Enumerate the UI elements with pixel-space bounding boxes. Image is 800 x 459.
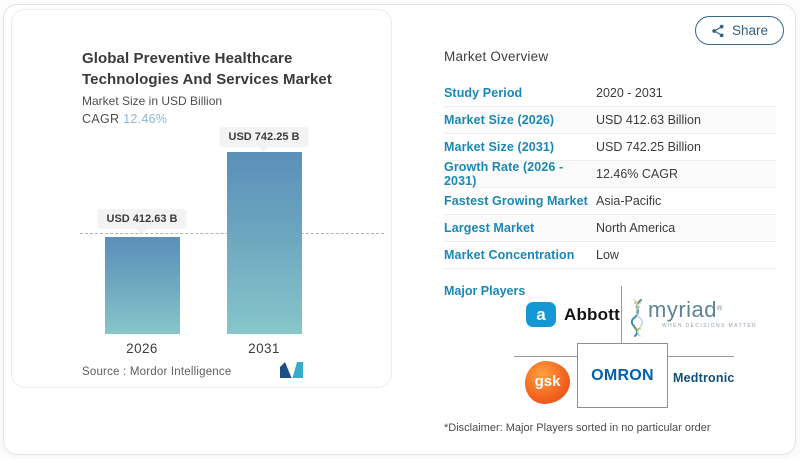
row-label: Growth Rate (2026 - 2031)	[444, 160, 564, 188]
bar-2031[interactable]	[227, 152, 302, 334]
row-value: Low	[596, 248, 619, 262]
table-row: Market Concentration Low	[444, 242, 776, 269]
row-label: Fastest Growing Market	[444, 194, 588, 208]
cagr-value: 12.46%	[123, 112, 168, 126]
logo-grid-vertical-divider	[621, 286, 622, 346]
logo-grid-horizontal-line-left	[514, 356, 577, 357]
table-row: Study Period 2020 - 2031	[444, 80, 776, 107]
share-label: Share	[731, 23, 768, 38]
overview-card: Share Global Preventive Healthcare Techn…	[3, 4, 796, 455]
overview-heading: Market Overview	[444, 49, 549, 64]
logo-grid-horizontal-line-right	[668, 356, 734, 357]
row-label: Study Period	[444, 86, 523, 100]
row-label: Market Size (2026)	[444, 113, 555, 127]
x-axis-label-2026: 2026	[126, 341, 158, 356]
chart-title-line2: Technologies And Services Market	[82, 71, 332, 88]
disclaimer-text: *Disclaimer: Major Players sorted in no …	[444, 422, 711, 434]
abbott-logo: a Abbott	[526, 302, 620, 327]
omron-logo: OMRON	[577, 343, 668, 408]
bar-2026[interactable]	[105, 237, 180, 334]
bar-value-label-2026: USD 412.63 B	[97, 209, 187, 229]
source-name: Mordor Intelligence	[129, 366, 232, 378]
row-value: 12.46% CAGR	[596, 167, 678, 181]
market-size-chart-panel: Global Preventive Healthcare Technologie…	[11, 9, 392, 388]
row-value: North America	[596, 221, 676, 235]
source-note: Source : Mordor Intelligence	[82, 366, 231, 378]
medtronic-logo-text: Medtronic	[673, 371, 735, 385]
myriad-dna-icon	[630, 298, 645, 338]
bar-value-label-2031: USD 742.25 B	[219, 127, 309, 147]
chart-cagr: CAGR 12.46%	[82, 112, 167, 126]
gsk-logo-icon: gsk	[525, 361, 570, 404]
share-icon	[711, 24, 725, 38]
row-value: USD 412.63 Billion	[596, 113, 701, 127]
table-row: Growth Rate (2026 - 2031) 12.46% CAGR	[444, 160, 776, 188]
myriad-logo-text: myriad	[648, 297, 718, 322]
gsk-logo-text: gsk	[534, 373, 561, 390]
row-value: Asia-Pacific	[596, 194, 662, 208]
row-value: USD 742.25 Billion	[596, 140, 701, 154]
row-value: 2020 - 2031	[596, 86, 663, 100]
row-label: Market Size (2031)	[444, 140, 555, 154]
registered-mark-icon: ®	[717, 305, 723, 313]
source-label: Source :	[82, 366, 127, 378]
chart-subtitle: Market Size in USD Billion	[82, 94, 223, 108]
abbott-logo-text: Abbott	[564, 304, 620, 324]
myriad-tagline: WHEN DECISIONS MATTER	[662, 323, 758, 329]
major-players-label: Major Players	[444, 284, 526, 298]
table-row: Market Size (2026) USD 412.63 Billion	[444, 107, 776, 134]
market-overview-section: Market Overview Study Period 2020 - 2031…	[444, 49, 776, 269]
row-label: Market Concentration	[444, 248, 575, 262]
chart-title: Global Preventive Healthcare Technologie…	[82, 48, 332, 90]
chart-title-line1: Global Preventive Healthcare	[82, 50, 293, 67]
table-row: Market Size (2031) USD 742.25 Billion	[444, 134, 776, 161]
x-axis-label-2031: 2031	[248, 341, 280, 356]
row-label: Largest Market	[444, 221, 535, 235]
table-row: Largest Market North America	[444, 215, 776, 242]
overview-table: Study Period 2020 - 2031 Market Size (20…	[444, 80, 776, 269]
abbott-logo-icon: a	[526, 302, 556, 327]
table-row: Fastest Growing Market Asia-Pacific	[444, 188, 776, 215]
share-button[interactable]: Share	[694, 16, 784, 45]
mordor-intelligence-logo-icon	[280, 362, 303, 378]
cagr-label: CAGR	[82, 112, 120, 126]
myriad-logo: myriad® WHEN DECISIONS MATTER	[630, 298, 757, 338]
omron-logo-text: OMRON	[591, 366, 654, 384]
